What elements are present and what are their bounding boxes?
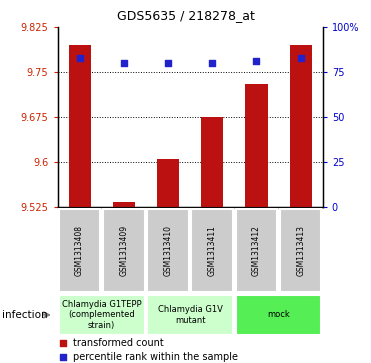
Text: GSM1313411: GSM1313411: [208, 225, 217, 276]
Bar: [236, 209, 277, 292]
Point: [298, 55, 303, 61]
Bar: [157, 159, 179, 207]
Point: [60, 340, 66, 346]
Text: transformed count: transformed count: [73, 338, 164, 348]
Point: [121, 60, 127, 66]
Text: GSM1313409: GSM1313409: [119, 225, 128, 276]
Text: Chlamydia G1V
mutant: Chlamydia G1V mutant: [158, 305, 223, 325]
Bar: [103, 209, 145, 292]
Bar: [191, 209, 233, 292]
Text: Chlamydia G1TEPP
(complemented
strain): Chlamydia G1TEPP (complemented strain): [62, 300, 141, 330]
Point: [209, 60, 215, 66]
Bar: [280, 209, 321, 292]
Text: GDS5635 / 218278_at: GDS5635 / 218278_at: [116, 9, 255, 22]
Bar: [201, 117, 223, 207]
Bar: [245, 84, 267, 207]
Bar: [147, 209, 189, 292]
Point: [77, 55, 83, 61]
Bar: [290, 45, 312, 207]
Point: [253, 58, 259, 64]
Text: GSM1313408: GSM1313408: [75, 225, 84, 276]
Text: percentile rank within the sample: percentile rank within the sample: [73, 352, 239, 362]
Bar: [59, 209, 101, 292]
Text: GSM1313413: GSM1313413: [296, 225, 305, 276]
Bar: [69, 45, 91, 207]
Bar: [113, 202, 135, 207]
Text: mock: mock: [267, 310, 290, 319]
Bar: [236, 295, 321, 335]
Bar: [147, 295, 233, 335]
Point: [60, 354, 66, 360]
Point: [165, 60, 171, 66]
Bar: [59, 295, 145, 335]
Text: GSM1313410: GSM1313410: [164, 225, 173, 276]
Text: GSM1313412: GSM1313412: [252, 225, 261, 276]
Text: infection: infection: [2, 310, 47, 320]
